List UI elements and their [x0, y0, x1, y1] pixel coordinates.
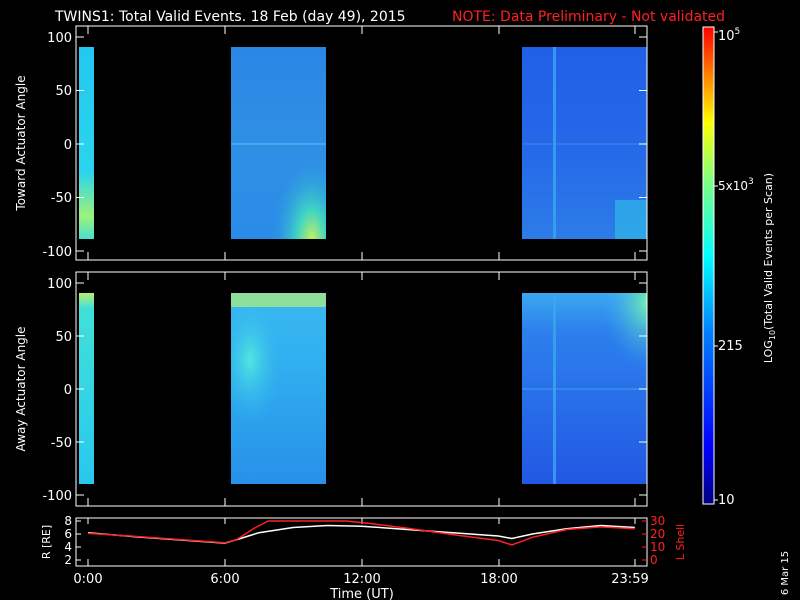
orbit-ytick-label-right: 0: [650, 553, 658, 567]
colorbar-tick-label: 215: [718, 339, 743, 354]
orbit-ytick-label-right: 10: [650, 540, 665, 554]
toward-block-3-stripe: [553, 47, 556, 239]
away-y-axis-label: Away Actuator Angle: [14, 326, 28, 451]
away-block-2-top: [231, 293, 326, 307]
away-y-ticks: [76, 282, 647, 496]
colorbar-tick-label: 105: [718, 27, 740, 44]
orbit-y-ticks: [76, 520, 81, 561]
orbit-r-line: [87, 524, 635, 544]
orbit-x-ticks: [87, 518, 636, 566]
away-x-ticks: [87, 272, 636, 506]
orbit-right-axis-label: L Shell: [674, 524, 687, 560]
orbit-ytick-label: 4: [64, 540, 72, 554]
colorbar-ticks: [714, 31, 718, 501]
toward-x-ticks: [87, 26, 636, 260]
toward-block-1: [79, 47, 94, 239]
colorbar: 105 5x103 215 10 LOG10(Total Valid Event…: [702, 26, 777, 508]
away-block-2-spot: [231, 293, 326, 484]
toward-y-ticks: [76, 36, 647, 252]
chart-title: TWINS1: Total Valid Events. 18 Feb (day …: [54, 9, 406, 25]
time-tick-label: 23:59: [611, 572, 648, 587]
toward-y-axis-label: Toward Actuator Angle: [14, 75, 28, 211]
away-ytick-label: -100: [42, 489, 72, 504]
away-ytick-label: 0: [64, 383, 72, 398]
colorbar-gradient: [702, 26, 715, 505]
preliminary-note: NOTE: Data Preliminary - Not validated: [452, 9, 725, 25]
away-panel: 100 50 0 -50 -100 Away Actuator Angle: [14, 271, 648, 507]
orbit-ytick-label-right: 30: [650, 514, 665, 528]
orbit-ytick-label: 8: [64, 514, 72, 528]
orbit-ytick-label: 2: [64, 553, 72, 567]
toward-ytick-label: -50: [51, 191, 72, 206]
toward-ytick-label: 0: [64, 138, 72, 153]
toward-panel: 100 50 0 -50 -100 Toward Actuator Angle: [14, 25, 648, 261]
colorbar-tick-label: 10: [718, 493, 735, 508]
orbit-left-axis-label: R [RE]: [40, 525, 53, 559]
orbit-y-ticks-right: [642, 520, 647, 561]
time-tick-label: 0:00: [73, 572, 102, 587]
orbit-plot-frame: [75, 517, 648, 567]
orbit-panel: 8 6 4 2 30 20 10 0 R [RE] L Shell 0:00 6…: [40, 514, 687, 600]
date-stamp: 6 Mar 15: [780, 551, 791, 595]
toward-ytick-label: -100: [42, 245, 72, 260]
orbit-ytick-label-right: 20: [650, 527, 665, 541]
away-block-1: [79, 293, 94, 484]
x-axis-label: Time (UT): [329, 587, 394, 600]
colorbar-tick-label: 5x103: [718, 177, 754, 193]
toward-block-3-corner: [615, 200, 647, 239]
away-ytick-label: 50: [55, 330, 72, 345]
orbit-lshell-line: [87, 520, 635, 546]
time-tick-label: 18:00: [480, 572, 517, 587]
toward-block-2-corner: [231, 47, 326, 239]
away-ytick-label: 100: [47, 277, 72, 292]
toward-ytick-label: 100: [47, 31, 72, 46]
toward-ytick-label: 50: [55, 84, 72, 99]
orbit-ytick-label: 6: [64, 527, 72, 541]
away-ytick-label: -50: [51, 436, 72, 451]
colorbar-label: LOG10(Total Valid Events per Scan): [762, 173, 777, 363]
time-tick-label: 12:00: [343, 572, 380, 587]
time-tick-label: 6:00: [210, 572, 239, 587]
